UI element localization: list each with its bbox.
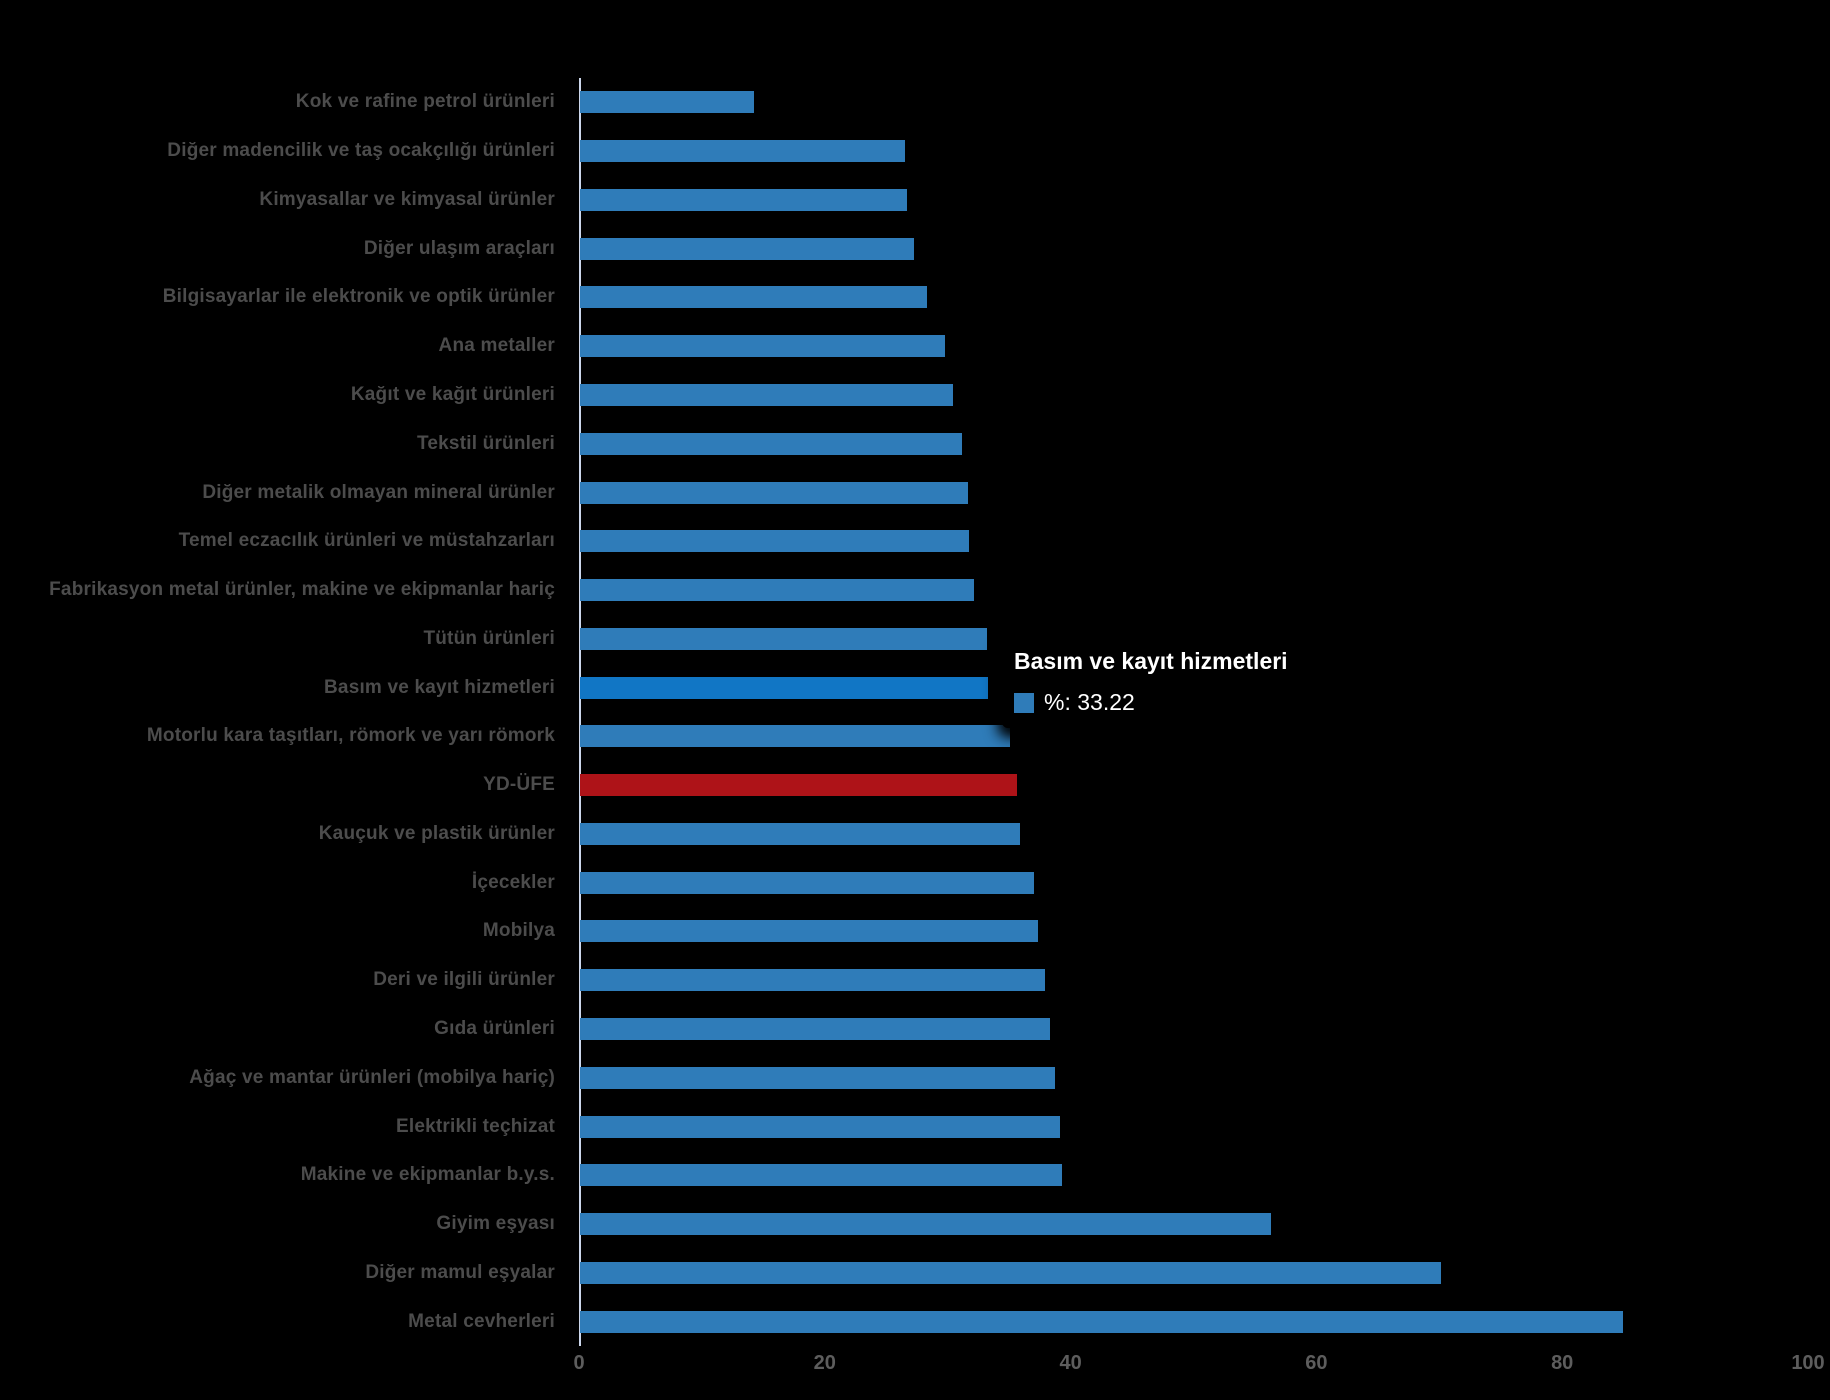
bar[interactable] xyxy=(580,383,954,406)
category-label: Deri ve ilgili ürünler xyxy=(373,969,555,991)
chart-row: Mobilya xyxy=(0,907,1830,956)
bar[interactable] xyxy=(580,822,1020,845)
chart-row: Metal cevherleri xyxy=(0,1297,1830,1346)
tooltip: Basım ve kayıt hizmetleri %: 33.22 xyxy=(1002,638,1302,728)
chart-row: Motorlu kara taşıtları, römork ve yarı r… xyxy=(0,712,1830,761)
bar[interactable] xyxy=(580,725,1010,748)
chart-row: Makine ve ekipmanlar b.y.s. xyxy=(0,1151,1830,1200)
category-label: Elektrikli teçhizat xyxy=(395,1115,555,1137)
chart-row: Diğer metalik olmayan mineral ürünler xyxy=(0,468,1830,517)
chart-row: Basım ve kayıt hizmetleri xyxy=(0,663,1830,712)
category-label: Makine ve ekipmanlar b.y.s. xyxy=(300,1164,555,1186)
chart-row: Diğer ulaşım araçları xyxy=(0,224,1830,273)
bar-highlighted[interactable] xyxy=(580,676,989,699)
category-label: Motorlu kara taşıtları, römork ve yarı r… xyxy=(146,725,555,747)
chart-row: Diğer madencilik ve taş ocakçılığı ürünl… xyxy=(0,127,1830,176)
category-label: Ağaç ve mantar ürünleri (mobilya hariç) xyxy=(189,1066,555,1088)
chart-row: Fabrikasyon metal ürünler, makine ve eki… xyxy=(0,566,1830,615)
chart-row: İçecekler xyxy=(0,858,1830,907)
bar[interactable] xyxy=(580,871,1034,894)
chart-row: Kağıt ve kağıt ürünleri xyxy=(0,371,1830,420)
bar[interactable] xyxy=(580,579,974,602)
chart-row: Kimyasallar ve kimyasal ürünler xyxy=(0,176,1830,225)
bar[interactable] xyxy=(580,627,987,650)
bar[interactable] xyxy=(580,1213,1271,1236)
bar-yd-ufe[interactable] xyxy=(580,774,1017,797)
category-label: Kok ve rafine petrol ürünleri xyxy=(295,91,555,113)
bar[interactable] xyxy=(580,1310,1623,1333)
category-label: Kağıt ve kağıt ürünleri xyxy=(350,383,555,405)
bar[interactable] xyxy=(580,530,970,553)
category-label: İçecekler xyxy=(471,871,555,893)
category-label: YD-ÜFE xyxy=(483,774,555,796)
category-label: Giyim eşyası xyxy=(436,1213,555,1235)
y-axis-line xyxy=(579,78,581,1346)
chart-row: Ana metaller xyxy=(0,322,1830,371)
category-label: Diğer mamul eşyalar xyxy=(365,1261,555,1283)
bar[interactable] xyxy=(580,188,907,211)
category-label: Diğer madencilik ve taş ocakçılığı ürünl… xyxy=(167,140,555,162)
chart-row: Deri ve ilgili ürünler xyxy=(0,956,1830,1005)
bar[interactable] xyxy=(580,140,905,163)
x-axis-tick-label: 40 xyxy=(1059,1352,1082,1374)
chart-row: Kauçuk ve plastik ürünler xyxy=(0,810,1830,859)
tooltip-title: Basım ve kayıt hizmetleri xyxy=(1014,648,1288,674)
category-label: Bilgisayarlar ile elektronik ve optik ür… xyxy=(162,286,555,308)
bar[interactable] xyxy=(580,286,927,309)
bar[interactable] xyxy=(580,335,945,358)
chart-row: Ağaç ve mantar ürünleri (mobilya hariç) xyxy=(0,1053,1830,1102)
category-label: Diğer metalik olmayan mineral ürünler xyxy=(202,481,555,503)
tooltip-value: %: 33.22 xyxy=(1044,689,1135,715)
category-label: Gıda ürünleri xyxy=(434,1017,555,1039)
bar[interactable] xyxy=(580,481,968,504)
category-label: Tütün ürünleri xyxy=(423,627,555,649)
chart-row: Tütün ürünleri xyxy=(0,614,1830,663)
chart-row: Elektrikli teçhizat xyxy=(0,1102,1830,1151)
bar[interactable] xyxy=(580,91,754,114)
bar[interactable] xyxy=(580,1115,1060,1138)
tooltip-value-line: %: 33.22 xyxy=(1014,689,1288,716)
category-label: Tekstil ürünleri xyxy=(417,432,555,454)
chart-row: Diğer mamul eşyalar xyxy=(0,1248,1830,1297)
bar[interactable] xyxy=(580,1164,1062,1187)
bar[interactable] xyxy=(580,1261,1441,1284)
category-label: Mobilya xyxy=(482,920,555,942)
category-label: Metal cevherleri xyxy=(408,1310,555,1332)
x-axis-tick-label: 60 xyxy=(1305,1352,1328,1374)
chart-row: YD-ÜFE xyxy=(0,761,1830,810)
x-axis-tick-label: 80 xyxy=(1551,1352,1574,1374)
category-label: Ana metaller xyxy=(438,335,555,357)
category-label: Basım ve kayıt hizmetleri xyxy=(324,676,555,698)
bar[interactable] xyxy=(580,920,1039,943)
x-axis-tick-label: 0 xyxy=(573,1352,585,1374)
series-swatch-icon xyxy=(1014,692,1034,713)
chart-row: Tekstil ürünleri xyxy=(0,419,1830,468)
chart-row: Gıda ürünleri xyxy=(0,1005,1830,1054)
chart-row: Bilgisayarlar ile elektronik ve optik ür… xyxy=(0,273,1830,322)
x-axis-tick-label: 100 xyxy=(1791,1352,1825,1374)
bar[interactable] xyxy=(580,1066,1055,1089)
category-label: Diğer ulaşım araçları xyxy=(363,237,555,259)
bar[interactable] xyxy=(580,432,963,455)
x-axis-tick-label: 20 xyxy=(813,1352,836,1374)
bar[interactable] xyxy=(580,237,914,260)
category-label: Kauçuk ve plastik ürünler xyxy=(318,822,555,844)
category-label: Kimyasallar ve kimyasal ürünler xyxy=(259,188,555,210)
chart-row: Giyim eşyası xyxy=(0,1200,1830,1249)
bar[interactable] xyxy=(580,1017,1050,1040)
bar[interactable] xyxy=(580,969,1045,992)
chart-row: Temel eczacılık ürünleri ve müstahzarlar… xyxy=(0,517,1830,566)
category-label: Fabrikasyon metal ürünler, makine ve eki… xyxy=(49,579,555,601)
chart-row: Kok ve rafine petrol ürünleri xyxy=(0,78,1830,127)
category-label: Temel eczacılık ürünleri ve müstahzarlar… xyxy=(178,530,555,552)
